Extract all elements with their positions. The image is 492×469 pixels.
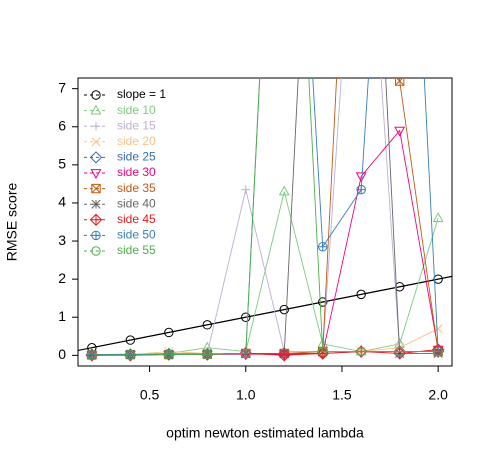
- marker: [278, 185, 290, 196]
- series-line: [91, 328, 439, 356]
- marker: [355, 172, 367, 183]
- legend-marker: [90, 104, 102, 115]
- legend-label: side 30: [117, 165, 156, 179]
- legend-marker: [91, 199, 101, 209]
- x-tick-label: 2.0: [428, 387, 448, 403]
- x-tick-label: 1.0: [236, 387, 256, 403]
- legend-label: side 10: [117, 103, 156, 117]
- y-tick-label: 7: [58, 79, 66, 95]
- legend-label: slope = 1: [117, 87, 166, 101]
- legend-marker: [91, 230, 101, 241]
- marker: [125, 335, 136, 345]
- marker: [356, 289, 366, 300]
- marker: [87, 350, 97, 360]
- marker: [433, 274, 443, 284]
- y-tick-label: 0: [58, 346, 66, 362]
- marker: [241, 348, 251, 359]
- y-tick-label: 4: [58, 194, 66, 210]
- series-line: [91, 78, 439, 356]
- legend-label: side 50: [117, 228, 156, 242]
- legend-label: side 40: [117, 196, 156, 210]
- y-tick-label: 2: [58, 270, 66, 286]
- series-line: [91, 278, 439, 349]
- x-tick-label: 1.5: [332, 387, 352, 403]
- marker: [318, 346, 328, 357]
- marker: [202, 349, 212, 360]
- legend-marker: [89, 151, 103, 164]
- legend-marker: [90, 169, 102, 180]
- y-tick-label: 5: [58, 156, 66, 172]
- legend-label: side 20: [117, 134, 156, 148]
- legend-marker: [89, 213, 103, 226]
- y-tick-label: 3: [58, 232, 66, 248]
- marker: [278, 349, 291, 362]
- legend-label: side 45: [117, 212, 156, 226]
- marker: [164, 327, 174, 338]
- legend-marker: [91, 246, 101, 256]
- y-tick-label: 1: [58, 308, 66, 324]
- marker: [394, 282, 405, 292]
- x-tick-label: 0.5: [140, 387, 160, 403]
- legend-marker: [91, 137, 101, 147]
- plot-box: [77, 77, 453, 367]
- y-axis-title: RMSE score: [4, 183, 20, 262]
- marker: [356, 346, 366, 357]
- marker: [164, 349, 174, 360]
- marker: [125, 350, 136, 360]
- legend-label: side 35: [117, 181, 156, 195]
- legend-label: side 55: [117, 243, 156, 257]
- marker: [394, 78, 405, 86]
- marker: [433, 346, 443, 357]
- legend-marker: [91, 122, 101, 131]
- marker: [394, 346, 405, 357]
- legend-label: side 15: [117, 118, 156, 132]
- marker: [241, 185, 250, 194]
- marker: [432, 212, 444, 223]
- legend-marker: [91, 183, 101, 194]
- marker: [279, 304, 289, 315]
- marker: [241, 312, 251, 322]
- series-line: [91, 78, 439, 356]
- plot-area: [78, 78, 452, 362]
- y-tick-label: 6: [58, 117, 66, 133]
- legend-marker: [91, 90, 101, 100]
- marker: [356, 184, 366, 195]
- marker: [202, 320, 212, 330]
- x-axis-title: optim newton estimated lambda: [166, 425, 364, 441]
- marker: [318, 242, 328, 252]
- legend-label: side 25: [117, 150, 156, 164]
- marker: [394, 126, 406, 137]
